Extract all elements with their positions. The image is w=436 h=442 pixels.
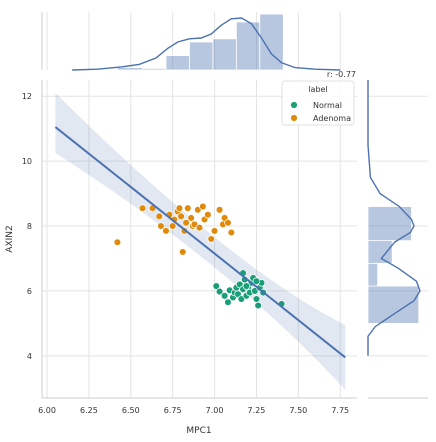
scatter-point-adenoma	[113, 238, 122, 246]
x-tick-labels: 6.00 6.25 6.50 6.75 7.00 7.25 7.50 7.75	[38, 406, 349, 415]
marginal-x-bar	[212, 38, 237, 71]
marginal-x-kde-line	[72, 17, 341, 71]
x-tick-label: 7.25	[248, 406, 266, 415]
x-tick-label: 6.50	[122, 406, 140, 415]
legend-label-normal: Normal	[313, 101, 342, 110]
scatter-point-adenoma	[182, 219, 190, 227]
y-tick-label: 6	[27, 287, 32, 296]
marginal-y-kde-line	[367, 80, 421, 356]
marginal-y-bar	[367, 262, 379, 287]
scatter-point-adenoma	[157, 222, 165, 230]
marginal-x-histogram	[116, 13, 284, 71]
scatter-point-normal	[252, 277, 261, 285]
marginal-x-bar	[235, 21, 261, 71]
scatter-point-normal	[252, 295, 261, 303]
scatter-point-normal	[224, 298, 232, 307]
scatter-point-adenoma	[177, 212, 185, 221]
x-tick-label: 6.25	[80, 406, 98, 415]
correlation-annotation: r: -0.77	[327, 70, 356, 79]
legend-marker-normal	[290, 101, 298, 109]
marginal-y-bar	[367, 285, 420, 324]
scatter-point-adenoma	[224, 219, 232, 227]
scatter-point-normal	[242, 282, 251, 290]
scatter-point-adenoma	[168, 222, 177, 230]
scatter-point-adenoma	[204, 210, 212, 219]
legend-label-adenoma: Adenoma	[313, 114, 351, 123]
scatter-point-adenoma	[155, 212, 164, 221]
scatter-point-adenoma	[162, 227, 170, 235]
marginal-x-grid	[46, 12, 341, 70]
scatter-point-adenoma	[215, 206, 224, 214]
marginal-x-bar	[165, 55, 190, 71]
y-tick-label: 12	[22, 92, 32, 101]
scatter-point-normal	[220, 292, 229, 300]
scatter-point-adenoma	[178, 248, 187, 256]
main-grid	[42, 80, 357, 398]
legend-marker-adenoma	[290, 114, 298, 122]
legend: label Normal Adenoma	[281, 80, 355, 126]
y-axis-label: AXIN2	[5, 225, 15, 252]
x-axis-label: MPC1	[186, 426, 211, 436]
y-tick-label: 4	[27, 352, 32, 361]
scatter-point-adenoma	[210, 227, 219, 235]
x-tick-label: 7.50	[289, 406, 307, 415]
y-tick-label: 10	[22, 157, 32, 166]
y-tick-labels: 4 6 8 10 12	[22, 92, 32, 361]
marginal-y-bar	[367, 240, 393, 264]
scatter-point-adenoma	[175, 204, 184, 212]
scatter-point-normal	[254, 301, 262, 310]
marginal-y-grid	[368, 95, 428, 357]
x-tick-label: 7.75	[331, 406, 349, 415]
x-tick-label: 7.00	[206, 406, 224, 415]
scatter-point-adenoma	[207, 235, 215, 243]
marginal-x-bar	[116, 67, 143, 71]
scatter-point-adenoma	[195, 223, 204, 232]
marginal-x-bar	[142, 68, 167, 71]
x-tick-label: 6.00	[38, 406, 56, 415]
legend-box	[281, 80, 355, 126]
scatter-point-adenoma	[187, 214, 195, 222]
legend-title: label	[308, 85, 327, 94]
scatter-point-normal	[212, 282, 221, 290]
scatter-point-adenoma	[199, 202, 207, 211]
regression-line	[54, 126, 346, 359]
scatter-point-normal	[215, 287, 224, 296]
scatter-point-adenoma	[138, 204, 147, 212]
scatter-point-adenoma	[227, 228, 236, 237]
x-tick-label: 6.75	[164, 406, 182, 415]
scatter-point-adenoma	[184, 204, 192, 212]
marginal-x-bar	[189, 41, 214, 71]
marginal-x-bar	[259, 13, 284, 71]
marginal-y-histogram	[367, 206, 420, 324]
y-tick-label: 8	[27, 222, 32, 231]
